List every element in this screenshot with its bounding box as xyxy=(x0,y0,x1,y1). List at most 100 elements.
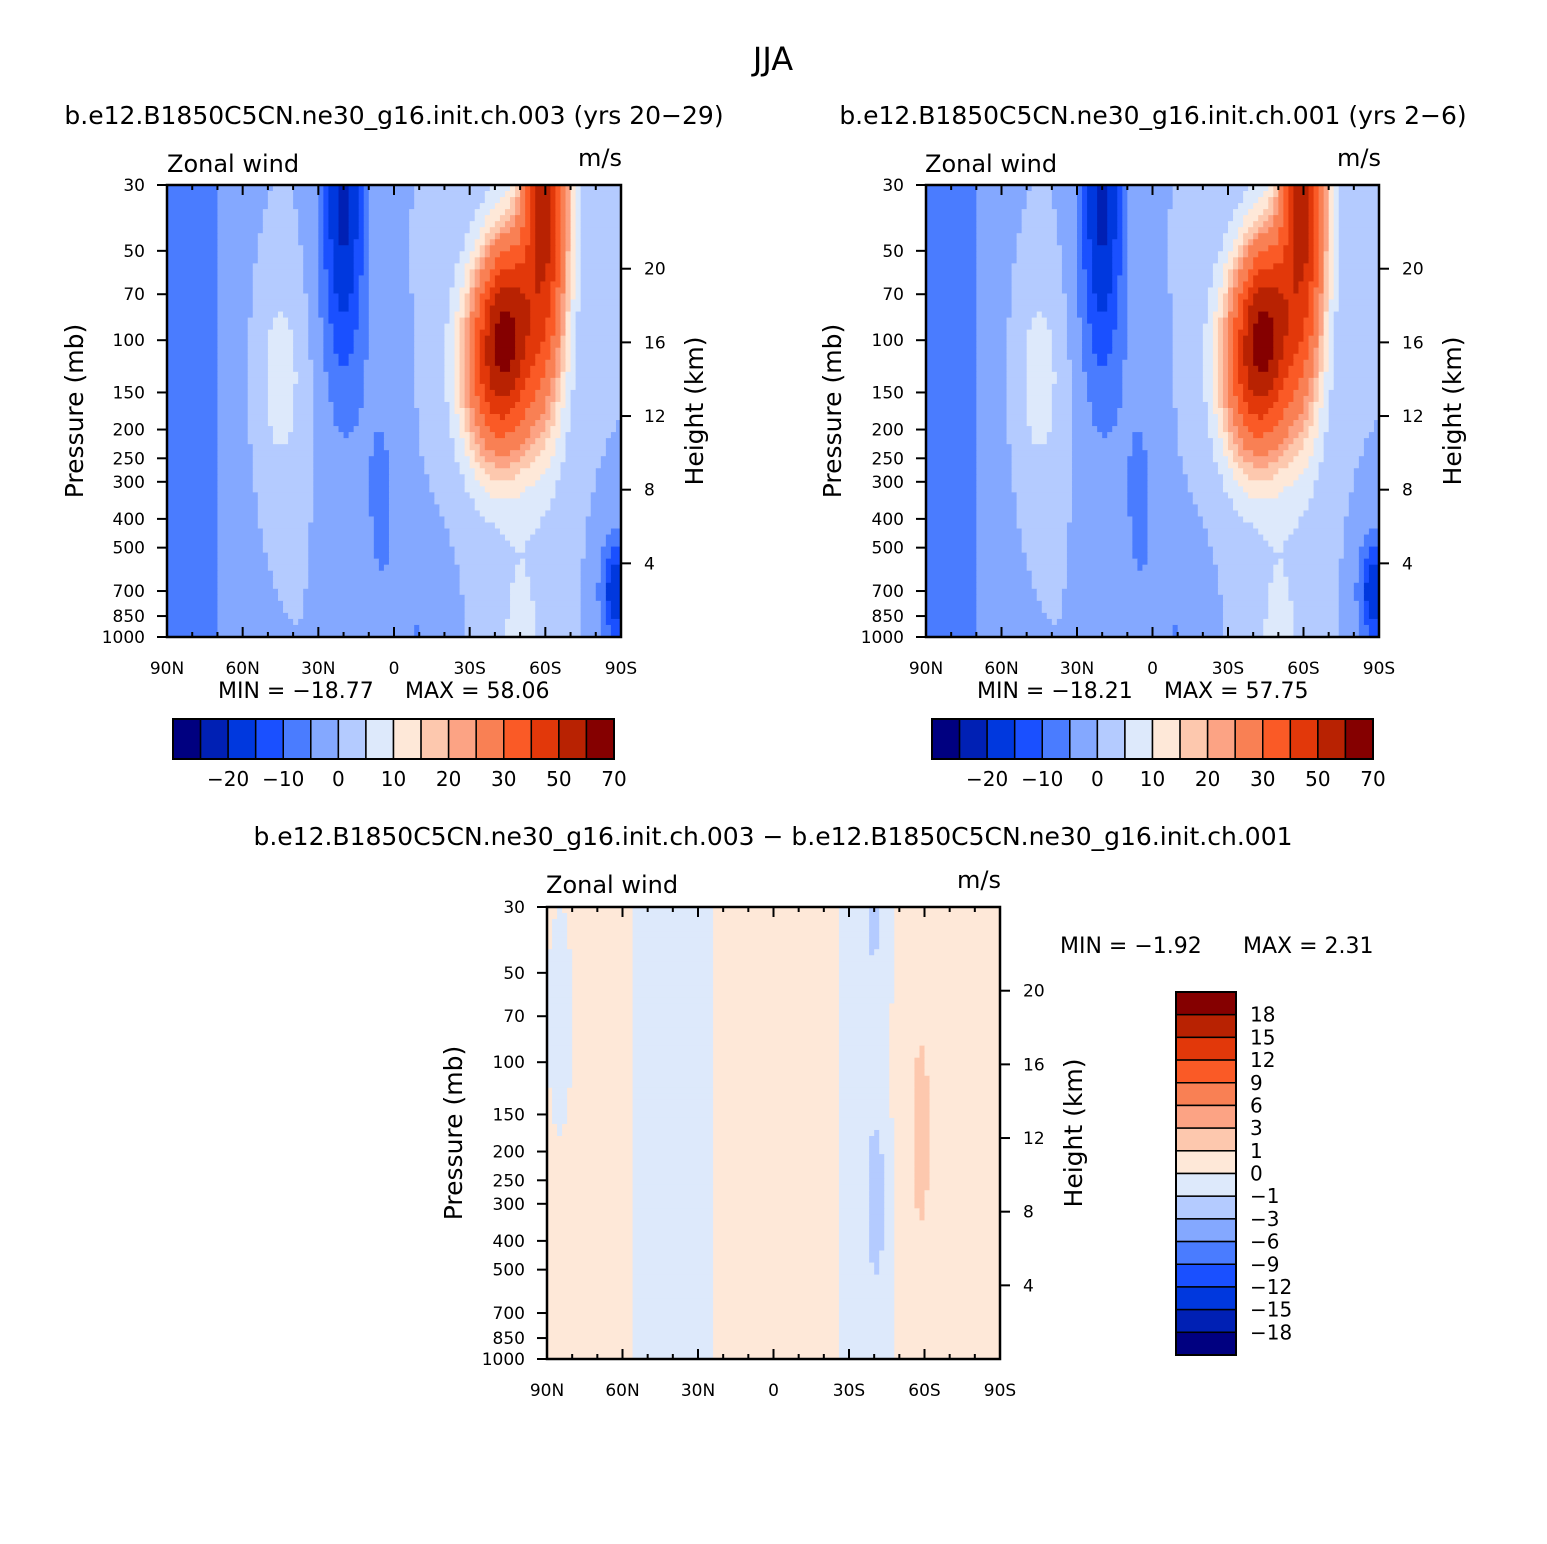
contour-cell xyxy=(1338,233,1380,240)
contour-cell xyxy=(555,377,562,385)
contour-cell xyxy=(1132,540,1149,548)
contour-cell xyxy=(1328,239,1335,246)
contour-cell xyxy=(1112,341,1128,349)
contour-cell xyxy=(1233,275,1239,283)
contour-cell xyxy=(1268,203,1274,210)
contour-cell xyxy=(1026,347,1053,355)
contour-cell xyxy=(504,534,531,542)
contour-cell xyxy=(167,588,219,596)
contour-cell xyxy=(515,474,541,481)
contour-cell xyxy=(914,1069,926,1077)
contour-cell xyxy=(1333,311,1380,319)
contour-cell xyxy=(464,245,476,252)
contour-cell xyxy=(1338,245,1380,252)
contour-cell xyxy=(1107,353,1128,361)
contour-cell xyxy=(494,359,511,367)
contour-cell xyxy=(550,462,562,469)
contour-cell xyxy=(869,1166,885,1173)
contour-cell xyxy=(252,480,314,487)
contour-cell xyxy=(1212,401,1219,409)
contour-cell xyxy=(1097,353,1108,361)
contour-cell xyxy=(565,329,572,337)
contour-cell xyxy=(1358,570,1365,578)
contour-cell xyxy=(1026,383,1053,391)
contour-cell xyxy=(560,185,567,192)
contour-cell xyxy=(1338,564,1360,572)
y2-tick-label: 8 xyxy=(1402,481,1413,501)
contour-cell xyxy=(520,233,531,240)
contour-cell xyxy=(167,347,219,355)
contour-cell xyxy=(484,456,521,463)
contour-cell xyxy=(267,191,294,198)
contour-cell xyxy=(348,185,360,192)
contour-cell xyxy=(713,1238,840,1246)
contour-cell xyxy=(1243,317,1249,325)
panel-2: b.e12.B1850C5CN.ne30_g16.init.ch.001 (yr… xyxy=(818,101,1467,791)
contour-cell xyxy=(838,907,870,914)
contour-cell xyxy=(459,257,471,264)
contour-cell xyxy=(560,414,572,421)
contour-cell xyxy=(1328,281,1335,289)
contour-cell xyxy=(167,510,219,518)
contour-cell xyxy=(1147,534,1209,542)
colorbar-label: 9 xyxy=(1250,1071,1263,1095)
contour-cell xyxy=(1358,546,1370,554)
contour-cell xyxy=(560,407,572,415)
contour-cell xyxy=(525,407,546,415)
contour-cell xyxy=(167,305,219,313)
contour-cell xyxy=(713,1039,840,1047)
contour-cell xyxy=(293,359,314,367)
contour-cell xyxy=(1238,353,1244,361)
contour-cell xyxy=(610,600,622,608)
contour-cell xyxy=(976,293,1013,301)
contour-cell xyxy=(924,1063,1001,1071)
contour-cell xyxy=(570,353,577,361)
contour-cell xyxy=(1293,618,1340,626)
contour-cell xyxy=(167,522,219,530)
contour-cell xyxy=(1066,534,1133,542)
contour-cell xyxy=(328,233,340,240)
y2-tick-label: 4 xyxy=(1402,554,1413,574)
contour-cell xyxy=(1177,630,1224,638)
contour-cell xyxy=(252,293,309,301)
contour-cell xyxy=(572,1081,634,1089)
contour-cell xyxy=(926,474,977,481)
contour-cell xyxy=(459,420,466,427)
contour-cell xyxy=(167,570,219,578)
contour-cell xyxy=(1238,480,1295,487)
contour-cell xyxy=(555,221,562,228)
contour-cell xyxy=(1011,263,1063,270)
contour-cell xyxy=(313,450,375,457)
contour-cell xyxy=(1288,462,1310,469)
contour-cell xyxy=(484,311,491,319)
contour-cell xyxy=(1077,263,1083,270)
contour-cell xyxy=(894,1352,1001,1360)
contour-cell xyxy=(1066,347,1083,355)
contour-cell xyxy=(869,949,875,956)
contour-cell xyxy=(1268,311,1289,319)
contour-cell xyxy=(632,1142,714,1149)
contour-cell xyxy=(894,1322,1001,1330)
contour-cell xyxy=(1172,365,1204,373)
contour-cell xyxy=(632,1292,714,1300)
contour-cell xyxy=(464,335,471,343)
contour-cell xyxy=(449,317,456,325)
contour-cell xyxy=(1293,251,1310,258)
contour-cell xyxy=(1092,239,1098,246)
contour-cell xyxy=(1313,221,1320,228)
contour-cell xyxy=(1112,251,1123,258)
contour-cell xyxy=(252,299,309,307)
contour-cell xyxy=(1228,414,1234,421)
contour-cell xyxy=(313,414,335,421)
contour-cell xyxy=(1313,347,1320,355)
contour-cell xyxy=(1066,353,1083,361)
contour-cell xyxy=(838,931,870,938)
contour-cell xyxy=(479,203,496,210)
contour-cell xyxy=(1338,269,1380,276)
contour-cell xyxy=(1127,215,1169,222)
contour-cell xyxy=(167,540,219,548)
contour-cell xyxy=(976,287,1013,295)
contour-cell xyxy=(368,486,390,493)
contour-cell xyxy=(713,991,840,998)
contour-cell xyxy=(1016,239,1058,246)
